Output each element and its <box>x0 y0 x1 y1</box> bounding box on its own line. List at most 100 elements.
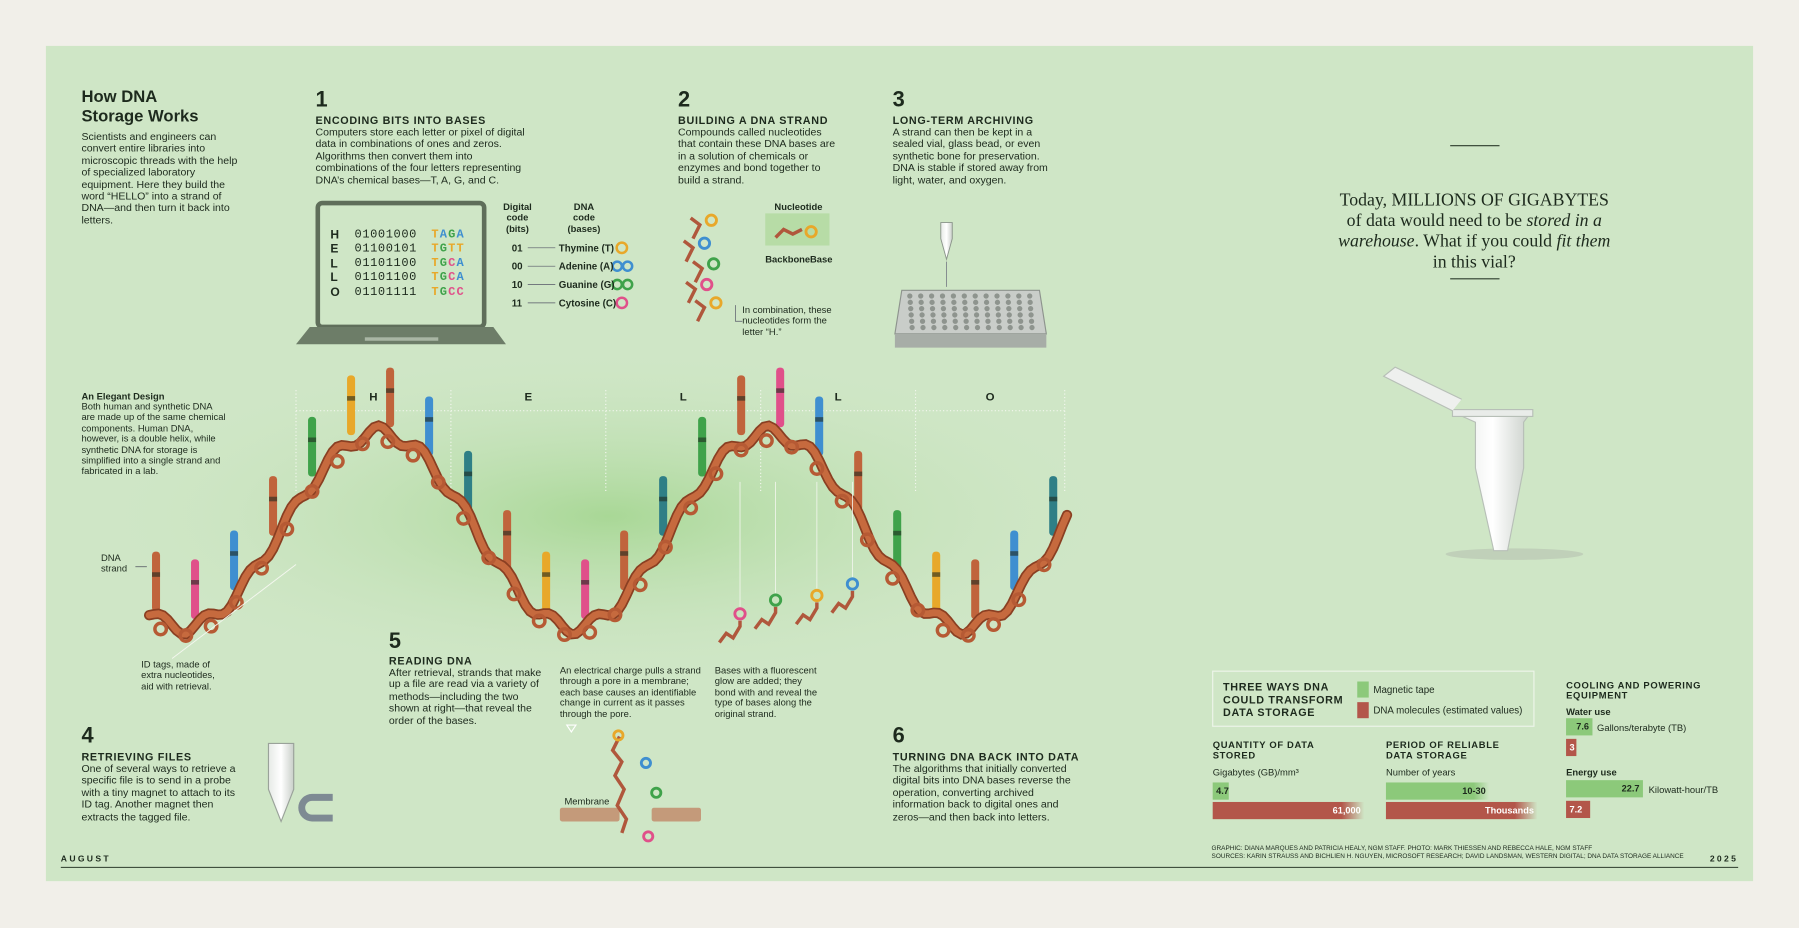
laptop-bases: TGTT <box>431 242 465 257</box>
panel-unit: Water use <box>1566 706 1611 718</box>
footer-month: AUGUST <box>60 853 111 864</box>
comparison-title: THREE WAYS DNA COULD TRANSFORM DATA STOR… <box>1223 680 1344 719</box>
sugar <box>784 439 800 455</box>
legend-label: DNA molecules (estimated values) <box>1373 704 1523 716</box>
base-band <box>425 417 434 422</box>
fluorescent-caption: Bases with a fluorescent glow are added;… <box>714 665 818 719</box>
well <box>909 318 915 324</box>
base-rod <box>659 476 668 536</box>
base-band <box>737 396 746 401</box>
leader <box>735 305 743 322</box>
base-band <box>542 572 551 577</box>
well <box>995 305 1001 312</box>
sugar <box>910 602 926 618</box>
well <box>918 305 925 312</box>
sugar <box>531 613 547 629</box>
nucleotide-box <box>765 213 830 246</box>
base-rod <box>815 396 824 457</box>
well <box>985 324 992 331</box>
laptop-bases: TGCC <box>431 285 465 299</box>
helix-letter: E <box>524 391 533 404</box>
table-header: DNA code (bases) <box>567 201 601 234</box>
panel-title: PERIOD OF RELIABLE DATA STORAGE <box>1385 740 1500 762</box>
well <box>929 299 935 305</box>
well <box>974 324 981 331</box>
well <box>962 299 968 305</box>
well <box>984 305 990 312</box>
well <box>941 318 947 324</box>
strand <box>717 620 742 644</box>
id-tags-label: ID tags, made of extra nucleotides, aid … <box>141 659 215 692</box>
base-band <box>815 417 824 422</box>
sugar <box>607 607 623 623</box>
base-rod <box>1049 476 1058 536</box>
laptop-bits: 01101100 <box>354 270 417 285</box>
panel-unit: Kilowatt-hour/TB <box>1648 784 1719 796</box>
base-rod <box>503 510 512 570</box>
bar: 4.7 <box>1212 782 1229 800</box>
sugar <box>355 436 371 452</box>
well <box>1018 324 1024 331</box>
strand <box>691 260 705 284</box>
well <box>1017 318 1024 324</box>
well <box>1028 312 1034 318</box>
sugar <box>708 466 724 482</box>
base-band <box>698 437 707 443</box>
vial-shadow <box>1445 548 1584 560</box>
panel-unit: Gigabytes (GB)/mm³ <box>1212 767 1299 778</box>
base-ring <box>621 278 634 291</box>
sugar <box>557 627 572 642</box>
strand <box>685 280 698 304</box>
well <box>983 293 989 299</box>
sugar <box>254 560 270 576</box>
well <box>909 324 915 331</box>
base-rod <box>152 551 161 612</box>
code-base: Cytosine (C) <box>558 297 617 309</box>
well <box>908 305 914 312</box>
base-rod <box>971 559 980 620</box>
guides <box>295 390 1066 494</box>
well <box>1016 299 1022 305</box>
sugar <box>506 586 522 602</box>
base-rod <box>464 450 473 511</box>
sugar <box>153 621 169 637</box>
base <box>704 213 718 227</box>
step-heading: ENCODING BITS INTO BASES <box>315 113 487 127</box>
sugar <box>758 433 774 449</box>
laptop-letter: L <box>330 256 338 271</box>
nucleotide-backbone <box>774 227 803 239</box>
step-number: 2 <box>678 88 691 113</box>
nucleotide-label: Nucleotide <box>774 201 823 213</box>
laptop-base <box>296 326 506 345</box>
base-band <box>230 551 239 556</box>
base-band <box>386 388 395 393</box>
well <box>1007 318 1013 324</box>
well <box>973 312 980 318</box>
sugar <box>380 434 396 450</box>
comparison-box <box>1212 670 1535 727</box>
base-rod <box>737 375 746 436</box>
well <box>1005 299 1012 305</box>
laptop-bases: TGCA <box>431 256 465 271</box>
well <box>908 312 914 318</box>
base-rod <box>893 510 902 570</box>
helix-letter: L <box>679 391 687 404</box>
step-heading: READING DNA <box>388 653 473 667</box>
well <box>1017 312 1023 318</box>
design-title: An Elegant Design <box>81 391 165 402</box>
table-header: Digital code (bits) <box>503 201 532 234</box>
sugar <box>683 500 699 516</box>
well <box>1027 299 1033 305</box>
bar: 22.7 <box>1566 780 1643 798</box>
base-band <box>620 551 629 556</box>
laptop-bases: TGCA <box>431 270 465 285</box>
well <box>972 293 978 299</box>
title: How DNA Storage Works <box>81 88 199 126</box>
sugar <box>481 550 497 566</box>
sugar <box>203 618 219 634</box>
base-rod <box>620 530 629 591</box>
well <box>1027 293 1033 299</box>
well <box>919 312 925 318</box>
well <box>995 312 1002 318</box>
